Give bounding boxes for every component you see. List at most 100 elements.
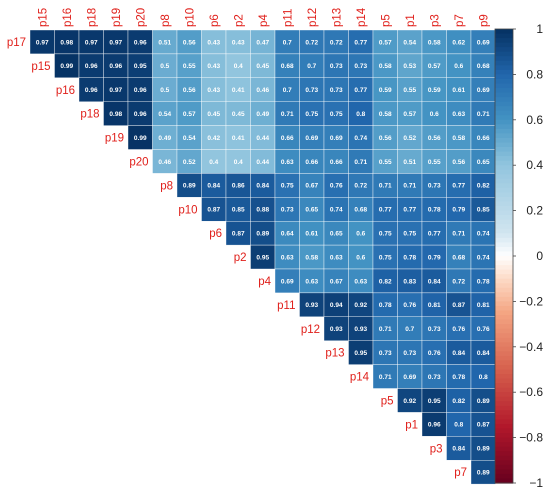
cell-value-label: 0.43 bbox=[207, 63, 220, 70]
cell-value-label: 0.73 bbox=[428, 183, 441, 190]
cell-value-label: 0.45 bbox=[232, 111, 245, 118]
colorbar-segment bbox=[495, 278, 513, 284]
colorbar-segment bbox=[495, 110, 513, 116]
column-label: p19 bbox=[111, 8, 123, 27]
cell-value-label: 0.56 bbox=[183, 39, 196, 46]
column-label: p15 bbox=[37, 8, 49, 27]
column-label: p4 bbox=[258, 14, 270, 27]
cell-value-label: 0.66 bbox=[477, 135, 490, 142]
row-label: p5 bbox=[381, 395, 394, 407]
colorbar-segment bbox=[495, 405, 513, 411]
colorbar-segment bbox=[495, 269, 513, 275]
colorbar-segment bbox=[495, 283, 513, 289]
cell-value-label: 0.84 bbox=[207, 183, 220, 190]
cell-value-label: 0.71 bbox=[281, 111, 294, 118]
cell-value-label: 0.41 bbox=[232, 87, 245, 94]
cell-value-label: 0.77 bbox=[379, 207, 392, 214]
cell-value-label: 0.88 bbox=[256, 207, 269, 214]
column-label: p12 bbox=[307, 8, 319, 27]
colorbar-segment bbox=[495, 56, 513, 62]
cell-value-label: 0.95 bbox=[256, 254, 269, 261]
colorbar-tick-label: −1 bbox=[529, 476, 543, 490]
row-label: p18 bbox=[80, 109, 99, 121]
colorbar-segment bbox=[495, 174, 513, 180]
colorbar-segment bbox=[495, 287, 513, 293]
cell-value-label: 0.52 bbox=[403, 135, 416, 142]
colorbar-segment bbox=[495, 342, 513, 348]
colorbar-tick-label: 0.8 bbox=[526, 67, 543, 81]
cell-value-label: 0.73 bbox=[330, 63, 343, 70]
cell-value-label: 0.58 bbox=[379, 63, 392, 70]
colorbar-segment bbox=[495, 310, 513, 316]
cell-value-label: 0.96 bbox=[85, 63, 98, 70]
colorbar-tick-label: 0.6 bbox=[526, 113, 543, 127]
colorbar-segment bbox=[495, 355, 513, 362]
cell-value-label: 0.93 bbox=[305, 302, 318, 309]
colorbar-segment bbox=[495, 301, 513, 307]
column-label: p1 bbox=[405, 14, 417, 27]
colorbar-segment bbox=[495, 419, 513, 425]
colorbar-segment bbox=[495, 142, 513, 148]
cell-value-label: 0.69 bbox=[403, 374, 416, 381]
cell-value-label: 0.84 bbox=[477, 350, 490, 357]
cell-value-label: 0.93 bbox=[354, 326, 367, 333]
cell-value-label: 0.46 bbox=[158, 159, 171, 166]
colorbar-segment bbox=[495, 69, 513, 75]
cell-value-label: 0.45 bbox=[207, 111, 220, 118]
cell-value-label: 0.76 bbox=[428, 350, 441, 357]
row-label: p12 bbox=[301, 324, 320, 336]
column-label: p18 bbox=[86, 8, 98, 27]
cell-value-label: 0.74 bbox=[330, 207, 343, 214]
colorbar-tick-label: −0.8 bbox=[519, 431, 543, 445]
colorbar-segment bbox=[495, 106, 513, 112]
colorbar-segment bbox=[495, 201, 513, 207]
colorbar-segment bbox=[495, 256, 513, 262]
cell-value-label: 0.74 bbox=[477, 254, 490, 261]
row-label: p19 bbox=[105, 133, 124, 145]
cell-value-label: 0.73 bbox=[281, 207, 294, 214]
row-label: p1 bbox=[405, 419, 418, 431]
colorbar-legend: 1 0.8 0.6 0.4 0.2 0 −0.2 −0.4 −0.6 −0.8 −1 bbox=[494, 22, 543, 490]
colorbar-segment bbox=[495, 169, 513, 175]
column-label: p5 bbox=[380, 14, 392, 27]
row-label: p11 bbox=[277, 300, 295, 312]
cell-value-label: 0.75 bbox=[281, 183, 294, 190]
cell-value-label: 0.6 bbox=[356, 230, 365, 237]
colorbar-segment bbox=[495, 97, 513, 103]
cell-value-label: 0.89 bbox=[477, 398, 490, 405]
colorbar-segment bbox=[495, 228, 513, 234]
colorbar-segment bbox=[495, 396, 513, 402]
cell-value-label: 0.74 bbox=[477, 230, 490, 237]
colorbar-segment bbox=[495, 392, 513, 398]
cell-value-label: 0.99 bbox=[60, 63, 73, 70]
row-label: p10 bbox=[178, 204, 197, 216]
cell-value-label: 0.59 bbox=[379, 87, 392, 94]
colorbar-segment bbox=[495, 324, 513, 330]
colorbar-tick-label: 1 bbox=[536, 22, 543, 36]
cell-value-label: 0.67 bbox=[305, 183, 318, 190]
column-label: p7 bbox=[454, 14, 466, 27]
cell-value-label: 0.96 bbox=[134, 87, 147, 94]
cell-value-label: 0.7 bbox=[283, 87, 292, 94]
colorbar-segment bbox=[495, 47, 513, 53]
row-label: p2 bbox=[234, 252, 247, 264]
cell-value-label: 0.73 bbox=[379, 350, 392, 357]
cell-value-label: 0.4 bbox=[209, 159, 218, 166]
cell-value-label: 0.52 bbox=[183, 159, 196, 166]
cell-value-label: 0.82 bbox=[452, 398, 465, 405]
cell-value-label: 0.69 bbox=[330, 135, 343, 142]
cell-value-label: 0.61 bbox=[305, 230, 318, 237]
colorbar-segment bbox=[495, 414, 513, 421]
cell-value-label: 0.6 bbox=[430, 111, 439, 118]
column-label: p8 bbox=[160, 14, 172, 27]
row-label: p17 bbox=[7, 37, 26, 49]
cell-value-label: 0.57 bbox=[403, 111, 416, 118]
colorbar-segment bbox=[495, 178, 513, 184]
cell-value-label: 0.55 bbox=[183, 63, 196, 70]
cell-value-label: 0.76 bbox=[403, 302, 416, 309]
colorbar-segment bbox=[495, 333, 513, 339]
cell-value-label: 0.57 bbox=[183, 111, 196, 118]
cell-value-label: 0.55 bbox=[379, 159, 392, 166]
cell-value-label: 0.4 bbox=[234, 63, 243, 70]
colorbar-segment bbox=[495, 451, 513, 457]
